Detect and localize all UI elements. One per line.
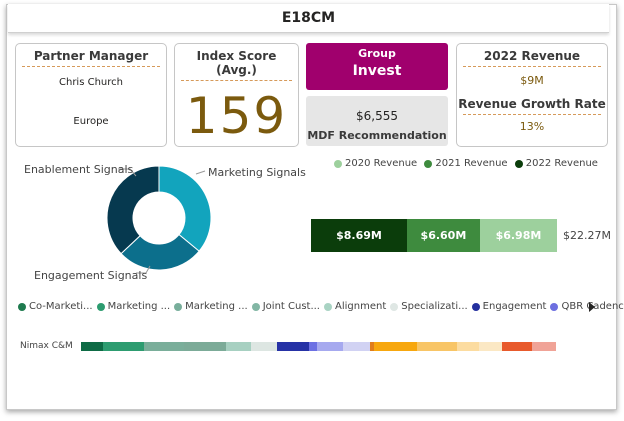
strip-segment[interactable]: [370, 342, 375, 351]
mdf-card[interactable]: $6,555 MDF Recommendation: [306, 96, 448, 146]
signal-legend-label: Alignment: [335, 301, 387, 312]
signal-legend-dot: [96, 302, 105, 311]
mdf-label: MDF Recommendation: [307, 129, 447, 142]
revenue-total-label: $22.27M: [563, 229, 611, 242]
donut-leader-line: [195, 170, 206, 175]
legend-next-arrow-icon[interactable]: [588, 302, 596, 312]
revenue-stacked-bar[interactable]: $8.69M $6.60M $6.98M: [311, 219, 557, 252]
revenue-growth-header: Revenue Growth Rate: [458, 97, 606, 111]
signal-legend-item[interactable]: Marketing ...: [96, 301, 171, 312]
legend-label-2020: 2020 Revenue: [345, 158, 418, 169]
signal-legend-dot: [324, 302, 332, 311]
strip-segment[interactable]: [416, 342, 458, 351]
mdf-value: $6,555: [356, 109, 398, 123]
signal-legend-dot: [550, 302, 559, 311]
page-title: E18CM: [8, 4, 609, 33]
signal-legend-label: Specializati...: [401, 301, 468, 312]
strip-segment[interactable]: [183, 342, 227, 351]
signal-legend-item[interactable]: Specializati...: [390, 301, 468, 312]
strip-segment[interactable]: [479, 342, 502, 351]
legend-dot-2022: [514, 159, 523, 168]
donut-label-marketing: Marketing Signals: [208, 166, 306, 179]
signal-legend-item[interactable]: Co-Marketi...: [18, 301, 93, 312]
strip-segment[interactable]: [226, 342, 252, 351]
legend-dot-2020: [334, 159, 342, 168]
signal-legend-item[interactable]: Engagement: [471, 301, 547, 312]
bar-segment-label: $6.60M: [420, 229, 467, 242]
signal-legend-dot: [18, 302, 26, 311]
donut-slice-enablement-signals[interactable]: [106, 165, 160, 255]
strip-row-label: Nimax C&M: [20, 341, 73, 351]
bar-segment-label: $8.69M: [336, 229, 382, 242]
revenue-card[interactable]: 2022 Revenue $9M Revenue Growth Rate 13%: [456, 43, 608, 147]
strip-segment[interactable]: [103, 342, 144, 351]
donut-slice-marketing-signals[interactable]: [158, 165, 212, 252]
strip-segment[interactable]: [81, 342, 104, 351]
signal-legend-item[interactable]: Marketing ...: [174, 301, 248, 312]
revenue-growth-value: 13%: [519, 120, 545, 133]
strip-segment[interactable]: [308, 342, 317, 351]
strip-segment[interactable]: [276, 342, 309, 351]
signal-legend-dot: [390, 302, 399, 311]
strip-segment[interactable]: [501, 342, 532, 351]
signal-legend-dot: [251, 302, 260, 311]
donut-label-engagement: Engagement Signals: [34, 269, 148, 282]
legend-item-2020[interactable]: 2020 Revenue: [334, 158, 417, 169]
strip-segment[interactable]: [531, 342, 556, 351]
group-card[interactable]: Group Invest: [306, 43, 448, 90]
signal-legend-label: Engagement: [482, 301, 547, 312]
strip-segment[interactable]: [457, 342, 480, 351]
strip-segment[interactable]: [316, 342, 344, 351]
strip-segment[interactable]: [251, 342, 277, 351]
partner-manager-header: Partner Manager: [33, 49, 149, 63]
legend-item-2021[interactable]: 2021 Revenue: [424, 158, 508, 169]
signal-legend-item[interactable]: Joint Cust...: [251, 301, 320, 312]
partner-manager-name: Chris Church: [59, 77, 123, 88]
donut-leader-line: [136, 265, 151, 274]
bar-segment-2022-revenue[interactable]: $6.98M: [479, 219, 557, 252]
signal-legend-label: Joint Cust...: [262, 301, 320, 312]
donut-label-enablement: Enablement Signals: [24, 163, 134, 176]
strip-segment[interactable]: [343, 342, 371, 351]
revenue-2022-value: $9M: [520, 74, 544, 87]
legend-label-2021: 2021 Revenue: [435, 158, 508, 169]
signal-legend-item[interactable]: Alignment: [324, 301, 386, 312]
bar-segment-2020-revenue[interactable]: $8.69M: [311, 219, 407, 252]
strip-segment[interactable]: [374, 342, 417, 351]
signal-legend-label: Marketing ...: [185, 301, 248, 312]
bar-segment-2021-revenue[interactable]: $6.60M: [406, 219, 480, 252]
group-value: Invest: [352, 63, 402, 79]
legend-label-2022: 2022 Revenue: [525, 158, 598, 169]
index-score-header: Index Score (Avg.): [196, 49, 277, 77]
index-score-card[interactable]: Index Score (Avg.) 159: [174, 43, 299, 147]
signal-legend-dot: [174, 302, 183, 311]
partner-region: Europe: [73, 116, 109, 127]
revenue-legend: 2020 Revenue 2021 Revenue 2022 Revenue: [334, 158, 602, 171]
signal-legend-dot: [471, 302, 480, 311]
signals-legend: Co-Marketi... Marketing ... Marketing ... J…: [18, 301, 624, 314]
strip-segment[interactable]: [143, 342, 184, 351]
donut-leader-line: [118, 168, 137, 177]
legend-item-2022[interactable]: 2022 Revenue: [514, 158, 598, 169]
revenue-2022-header: 2022 Revenue: [483, 49, 581, 63]
signal-legend-label: Co-Marketi...: [29, 301, 93, 312]
legend-dot-2021: [424, 159, 433, 168]
signal-legend-label: Marketing ...: [107, 301, 171, 312]
group-label: Group: [358, 47, 396, 60]
index-score-value: 159: [185, 87, 288, 145]
bar-segment-label: $6.98M: [495, 229, 542, 242]
partner-manager-card[interactable]: Partner Manager Chris Church Europe: [15, 43, 167, 147]
